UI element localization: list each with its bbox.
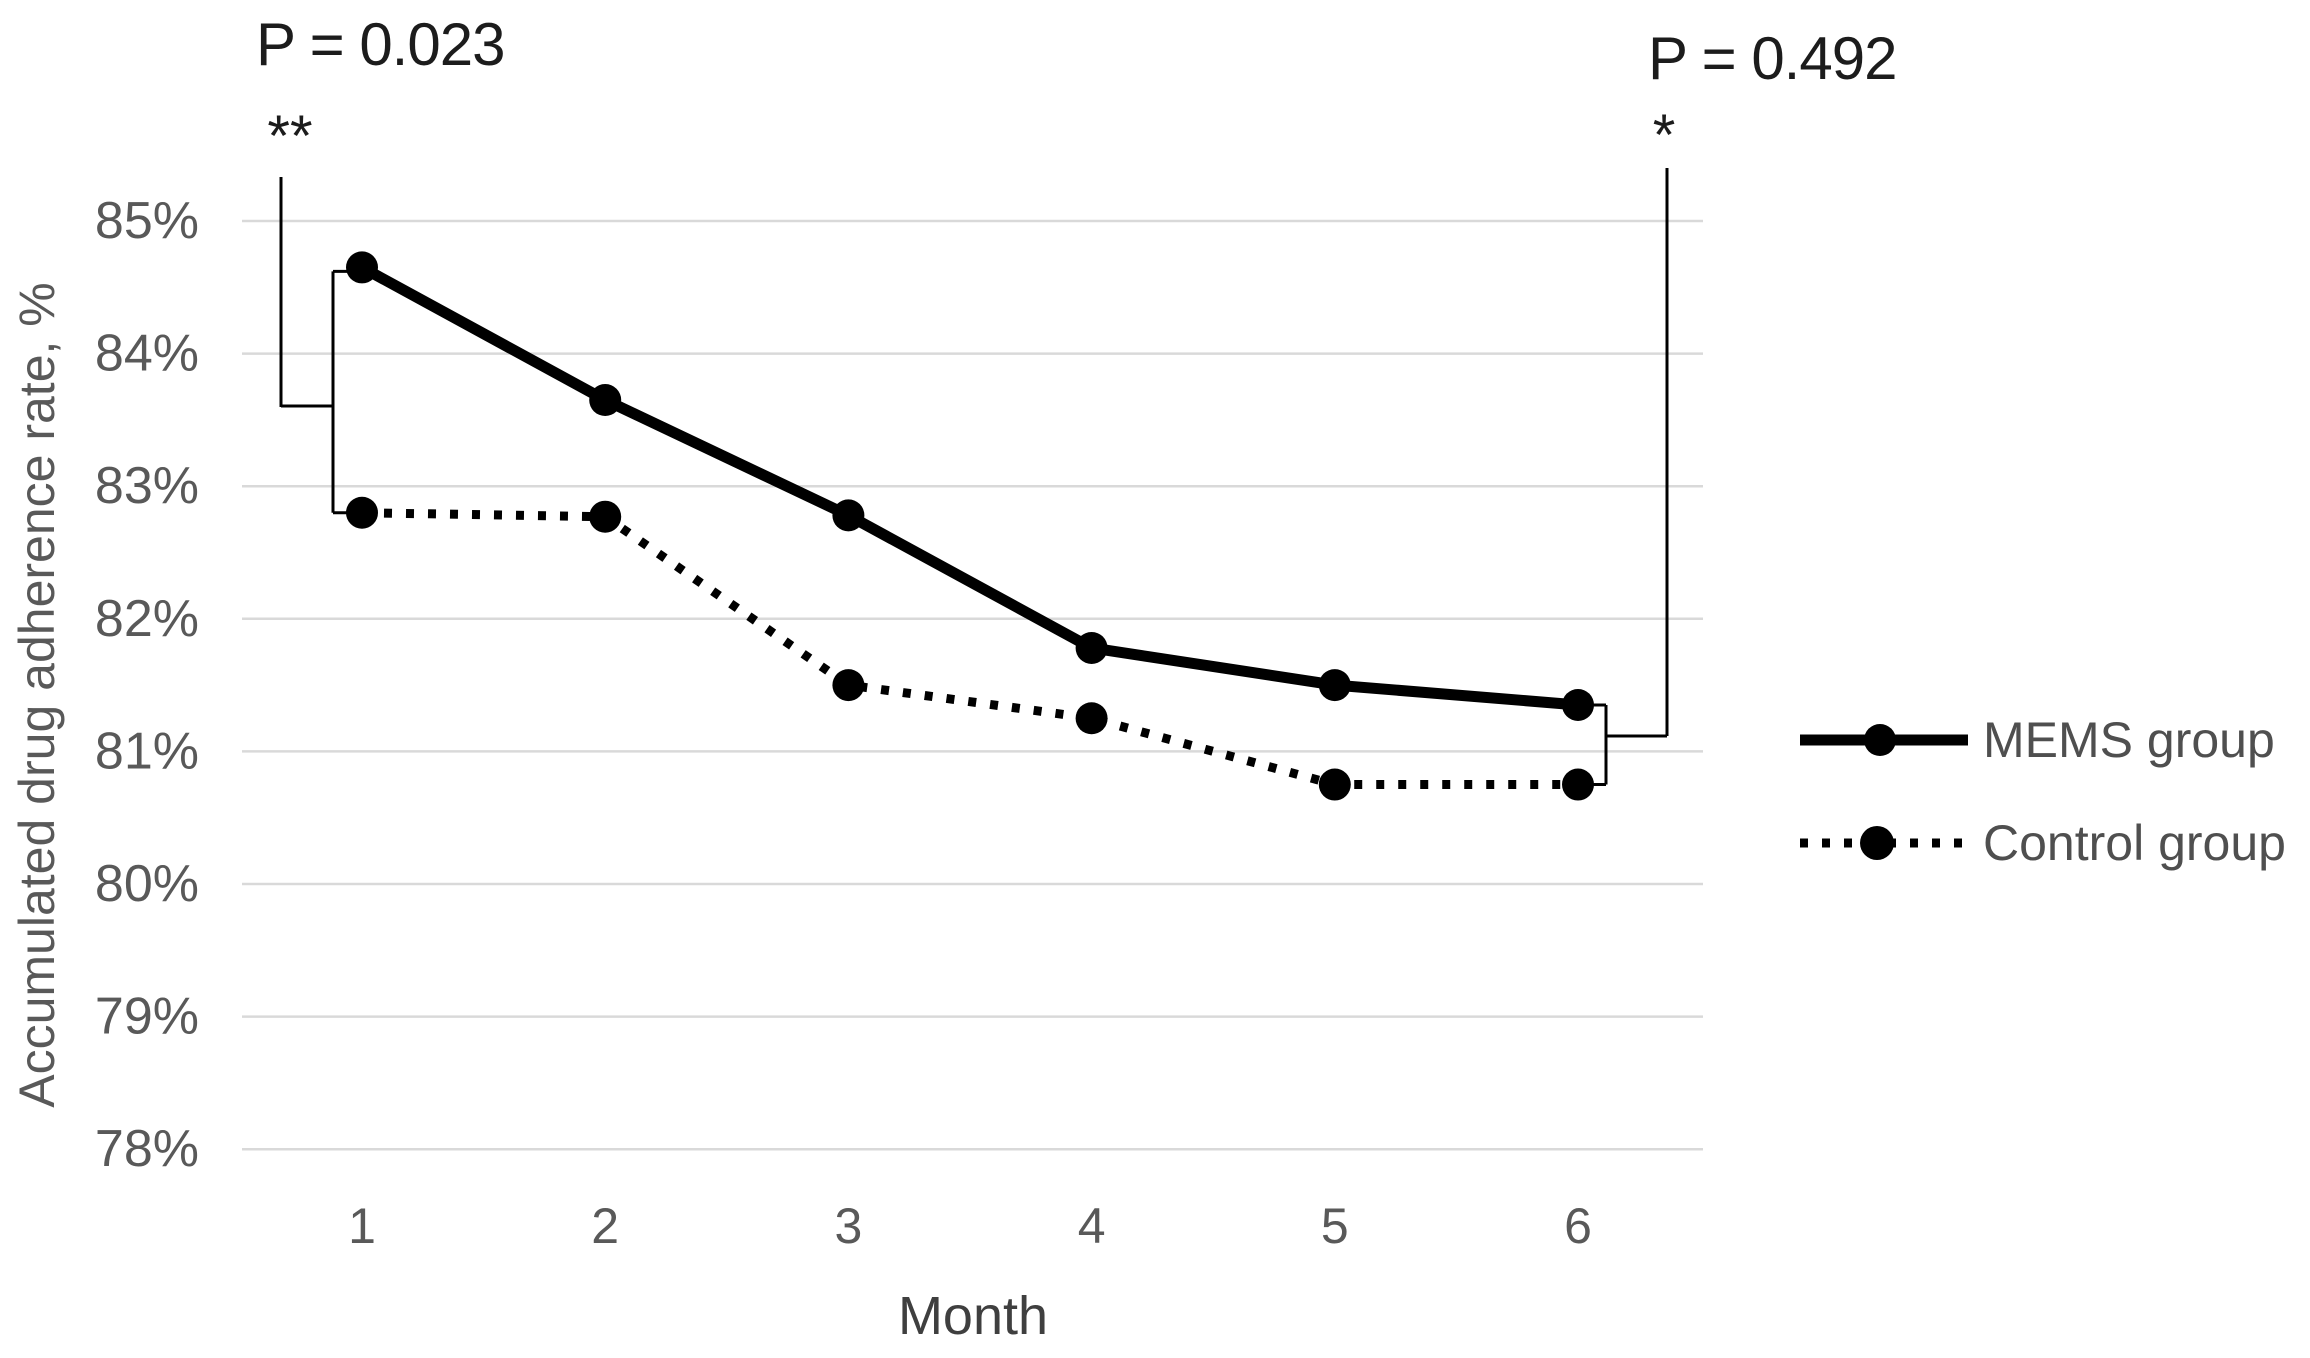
x-tick-label: 5: [1321, 1198, 1349, 1254]
control-group-marker: [589, 500, 622, 533]
axis-tick-labels: 85% 84% 83% 82% 81% 80% 79% 78% 1 2 3 4 5 6: [95, 192, 1592, 1254]
gridlines: [242, 219, 1703, 1151]
significance-stars-right: *: [1652, 103, 1676, 168]
mems-group-marker: [1562, 688, 1594, 721]
legend-label-mems-group: MEMS group: [1983, 712, 2275, 768]
x-axis-title: Month: [897, 1286, 1049, 1346]
control-group-marker: [832, 669, 865, 702]
y-tick-label: 80%: [95, 855, 199, 913]
control-group-marker: [1562, 768, 1594, 801]
legend-control-marker-sample: [1860, 826, 1894, 860]
x-tick-label: 1: [348, 1198, 376, 1254]
mems-group-marker: [346, 251, 378, 284]
y-tick-label: 78%: [95, 1120, 199, 1178]
control-group-marker: [1318, 768, 1351, 801]
x-tick-label: 4: [1078, 1198, 1106, 1254]
data-series: [346, 251, 1594, 801]
control-group-line: [361, 508, 1578, 790]
mems-group-line: [359, 262, 1579, 711]
y-tick-label: 81%: [95, 722, 199, 780]
mems-group-marker: [589, 384, 622, 417]
y-tick-label: 84%: [95, 325, 199, 383]
y-tick-label: 85%: [95, 192, 199, 250]
significance-bracket-lines: [279, 168, 1669, 787]
y-tick-label: 82%: [95, 590, 199, 648]
y-tick-label: 83%: [95, 457, 199, 515]
p-value-label-left: P = 0.023: [256, 11, 505, 78]
significance-brackets: [279, 168, 1669, 787]
p-value-label-right: P = 0.492: [1648, 25, 1897, 92]
control-group-marker: [346, 496, 378, 529]
y-tick-label: 79%: [95, 988, 199, 1046]
x-tick-label: 2: [591, 1198, 619, 1254]
legend-marker-samples: [1800, 724, 1968, 860]
mems-group-marker: [832, 499, 865, 532]
significance-stars-left: **: [267, 104, 313, 169]
legend-mems-marker-sample: [1864, 724, 1896, 756]
x-tick-label: 6: [1564, 1198, 1592, 1254]
y-axis-title: Accumulated drug adherence rate, %: [9, 282, 65, 1108]
control-group-marker: [1075, 702, 1108, 735]
legend-label-control-group: Control group: [1983, 815, 2286, 871]
mems-group-marker: [1318, 669, 1351, 702]
mems-group-marker: [1075, 631, 1108, 664]
x-tick-label: 3: [834, 1198, 862, 1254]
